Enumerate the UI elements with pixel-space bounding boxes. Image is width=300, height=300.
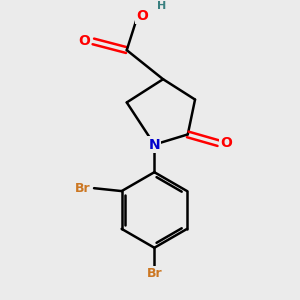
Text: H: H [157, 1, 166, 11]
Text: O: O [220, 136, 232, 150]
Text: Br: Br [75, 182, 91, 195]
Text: O: O [136, 9, 148, 23]
Text: N: N [148, 138, 160, 152]
Text: O: O [78, 34, 90, 48]
Text: Br: Br [146, 266, 162, 280]
